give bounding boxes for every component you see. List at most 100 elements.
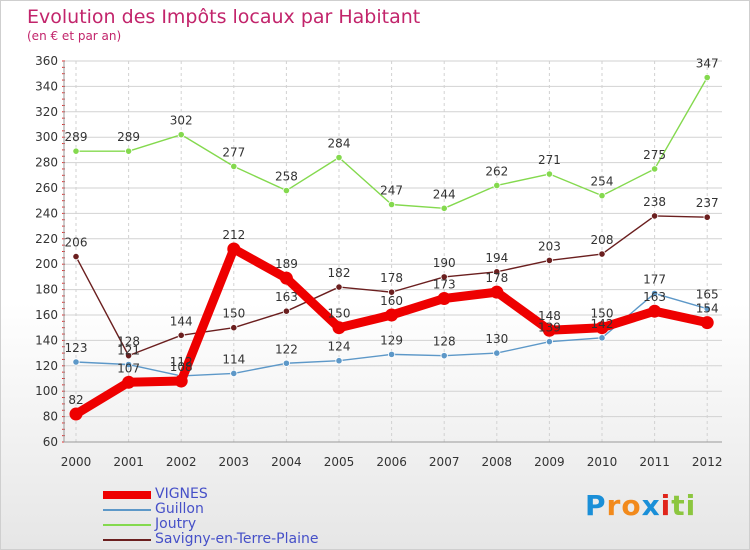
data-label: 112 — [170, 355, 193, 369]
data-label: 206 — [65, 236, 88, 250]
y-tick-label: 60 — [43, 435, 58, 449]
data-label: 247 — [380, 184, 403, 198]
y-tick-label: 320 — [35, 105, 58, 119]
data-label: 123 — [65, 341, 88, 355]
data-point — [332, 321, 346, 335]
logo-letter: t — [671, 489, 686, 522]
data-point — [72, 147, 80, 155]
data-point — [177, 331, 185, 339]
data-point — [230, 162, 238, 171]
y-tick-label: 340 — [35, 79, 58, 93]
legend-swatch-guillon — [103, 509, 151, 511]
data-label: 128 — [117, 335, 140, 349]
x-tick-label: 2003 — [219, 455, 250, 469]
data-point — [650, 212, 659, 220]
logo-letter: o — [621, 489, 642, 522]
logo-letter: r — [606, 489, 622, 522]
data-label: 182 — [328, 266, 351, 280]
axes: 60 80 100 120 140 160 180 200 220 240 260 280 300 320… — [35, 54, 722, 469]
y-tick-label: 140 — [35, 333, 58, 347]
data-label: 284 — [328, 137, 351, 151]
y-tick-label: 160 — [35, 308, 58, 322]
data-label: 212 — [222, 228, 245, 242]
data-point — [69, 407, 83, 421]
data-label: 128 — [433, 335, 456, 349]
grid-lines — [64, 60, 722, 443]
data-point — [282, 307, 290, 315]
data-label: 189 — [275, 257, 298, 271]
data-point — [545, 170, 554, 178]
data-point — [174, 374, 188, 388]
data-point — [279, 271, 293, 285]
proxiti-logo: Proxiti — [585, 489, 696, 522]
x-tick-label: 2009 — [534, 455, 565, 469]
data-point — [335, 153, 343, 162]
data-point — [177, 131, 185, 139]
data-label: 190 — [433, 256, 456, 270]
x-tick-label: 2000 — [61, 455, 92, 469]
legend-label-savigny: Savigny-en-Terre-Plaine — [155, 531, 319, 547]
x-tick-label: 2008 — [482, 455, 513, 469]
data-point — [440, 204, 448, 212]
data-label: 150 — [222, 307, 245, 321]
data-point — [227, 242, 241, 256]
y-tick-label: 80 — [43, 410, 58, 424]
legend-swatch-savigny — [103, 539, 151, 541]
data-label: 238 — [643, 195, 666, 209]
data-point — [440, 352, 448, 360]
data-label: 82 — [68, 393, 83, 407]
data-point — [703, 73, 711, 82]
data-point — [545, 338, 554, 346]
data-point — [385, 308, 399, 322]
data-label: 150 — [591, 307, 614, 321]
y-tick-label: 100 — [35, 384, 58, 398]
series-lines — [69, 73, 714, 421]
data-label: 173 — [433, 277, 456, 291]
data-point — [282, 359, 290, 367]
data-point — [125, 147, 133, 155]
data-point — [440, 273, 448, 281]
y-tick-label: 260 — [35, 181, 58, 195]
legend-swatch-vignes — [103, 491, 151, 499]
x-tick-label: 2006 — [376, 455, 407, 469]
data-point — [493, 349, 501, 357]
data-label: 178 — [380, 271, 403, 285]
data-point — [598, 334, 606, 342]
data-label: 194 — [485, 251, 508, 265]
chart-subtitle: (en € et par an) — [27, 29, 122, 43]
x-tick-label: 2004 — [271, 455, 302, 469]
data-point — [125, 360, 133, 369]
data-point — [387, 288, 396, 296]
logo-letter: x — [641, 489, 661, 522]
data-label: 237 — [696, 196, 719, 210]
data-point — [650, 165, 659, 173]
data-point — [703, 305, 711, 313]
data-point — [542, 323, 556, 337]
data-label: 108 — [170, 360, 193, 374]
data-label: 130 — [485, 332, 508, 346]
data-point — [493, 181, 501, 190]
legend-swatch-joutry — [103, 524, 151, 526]
data-point — [72, 252, 80, 261]
y-tick-label: 300 — [35, 130, 58, 144]
data-label: 254 — [591, 175, 614, 189]
data-label: 150 — [328, 307, 351, 321]
data-label: 289 — [65, 130, 88, 144]
logo-letter: i — [685, 489, 697, 522]
x-tick-label: 2011 — [639, 455, 670, 469]
data-label: 122 — [275, 342, 298, 356]
data-label: 124 — [328, 340, 351, 354]
data-label: 163 — [643, 290, 666, 304]
data-label: 347 — [696, 57, 719, 71]
data-point — [437, 291, 451, 305]
data-label: 271 — [538, 153, 561, 167]
y-tick-label: 120 — [35, 359, 58, 373]
data-label: 142 — [591, 317, 614, 331]
x-tick-label: 2012 — [692, 455, 723, 469]
data-label: 107 — [117, 361, 140, 375]
data-point — [493, 268, 501, 276]
data-label: 178 — [485, 271, 508, 285]
data-label: 177 — [643, 272, 666, 286]
y-tick-label: 200 — [35, 257, 58, 271]
data-point — [335, 357, 343, 365]
